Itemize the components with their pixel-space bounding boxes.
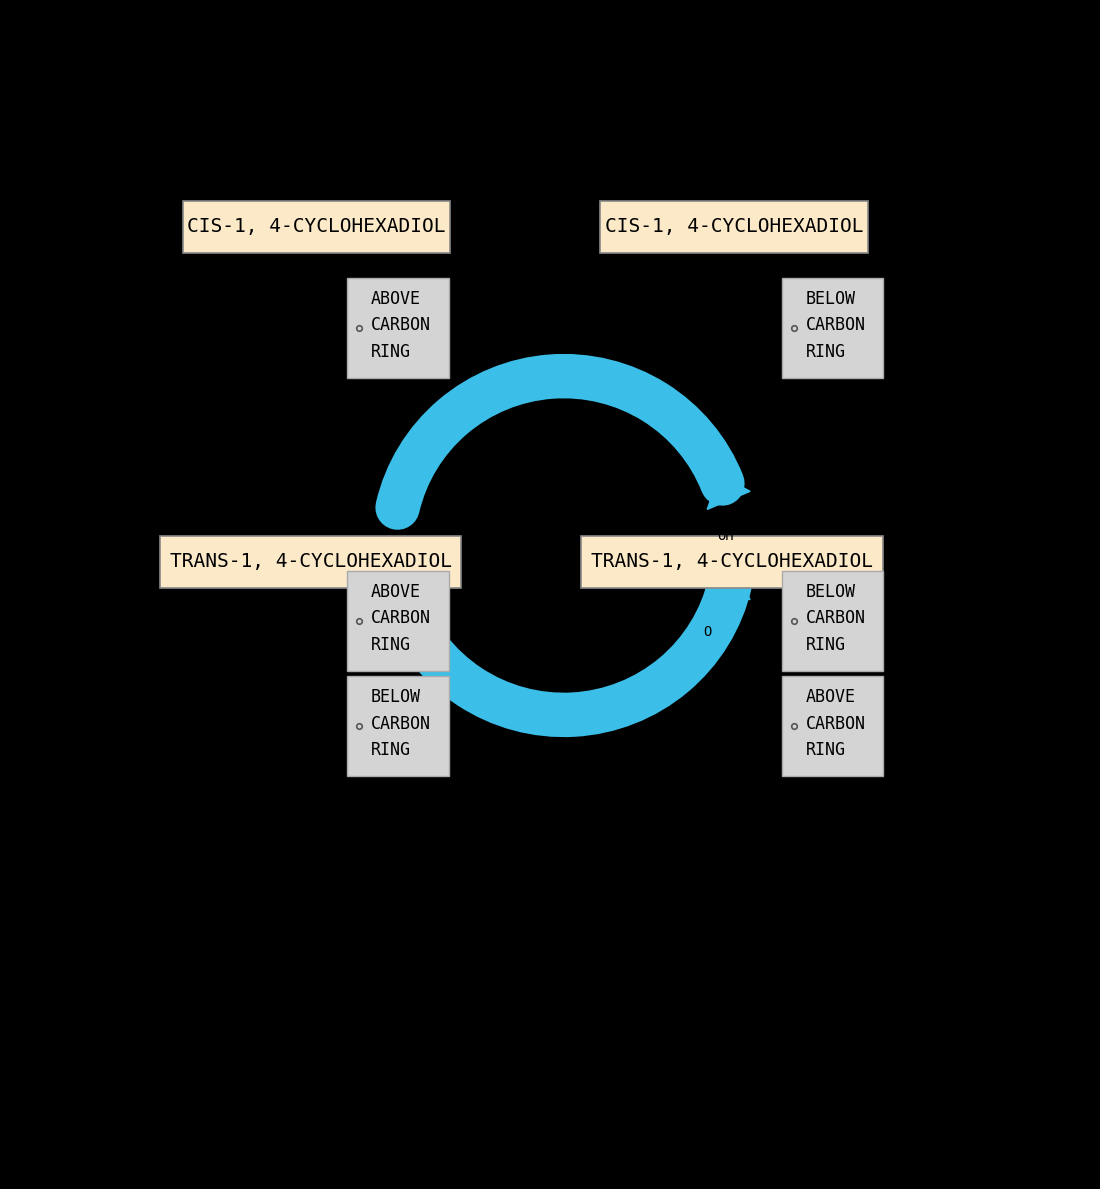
FancyBboxPatch shape — [348, 677, 449, 776]
Text: RING: RING — [371, 636, 411, 654]
Text: O: O — [703, 625, 712, 640]
FancyBboxPatch shape — [601, 201, 868, 252]
Text: OH: OH — [717, 529, 734, 543]
FancyBboxPatch shape — [348, 278, 449, 378]
Polygon shape — [705, 567, 750, 599]
Text: ABOVE: ABOVE — [371, 290, 421, 308]
Text: RING: RING — [371, 742, 411, 760]
Text: RING: RING — [371, 344, 411, 361]
Text: CIS-1, 4-CYCLOHEXADIOL: CIS-1, 4-CYCLOHEXADIOL — [187, 218, 446, 237]
FancyBboxPatch shape — [581, 536, 882, 587]
Text: RING: RING — [806, 742, 846, 760]
FancyBboxPatch shape — [183, 201, 450, 252]
FancyBboxPatch shape — [160, 536, 462, 587]
FancyBboxPatch shape — [782, 278, 883, 378]
Text: TRANS-1, 4-CYCLOHEXADIOL: TRANS-1, 4-CYCLOHEXADIOL — [169, 553, 452, 572]
Text: CARBON: CARBON — [371, 610, 431, 628]
Text: RING: RING — [806, 344, 846, 361]
Text: ABOVE: ABOVE — [806, 688, 856, 706]
Polygon shape — [707, 474, 750, 509]
Text: CARBON: CARBON — [806, 610, 866, 628]
FancyBboxPatch shape — [782, 677, 883, 776]
Text: ABOVE: ABOVE — [371, 583, 421, 600]
Text: CARBON: CARBON — [371, 316, 431, 334]
Text: CARBON: CARBON — [806, 715, 866, 732]
Text: CIS-1, 4-CYCLOHEXADIOL: CIS-1, 4-CYCLOHEXADIOL — [605, 218, 864, 237]
Text: CARBON: CARBON — [371, 715, 431, 732]
Text: BELOW: BELOW — [371, 688, 421, 706]
Text: CARBON: CARBON — [806, 316, 866, 334]
FancyBboxPatch shape — [348, 571, 449, 671]
Text: TRANS-1, 4-CYCLOHEXADIOL: TRANS-1, 4-CYCLOHEXADIOL — [591, 553, 872, 572]
Text: RING: RING — [806, 636, 846, 654]
Text: BELOW: BELOW — [806, 290, 856, 308]
Text: BELOW: BELOW — [806, 583, 856, 600]
FancyBboxPatch shape — [782, 571, 883, 671]
